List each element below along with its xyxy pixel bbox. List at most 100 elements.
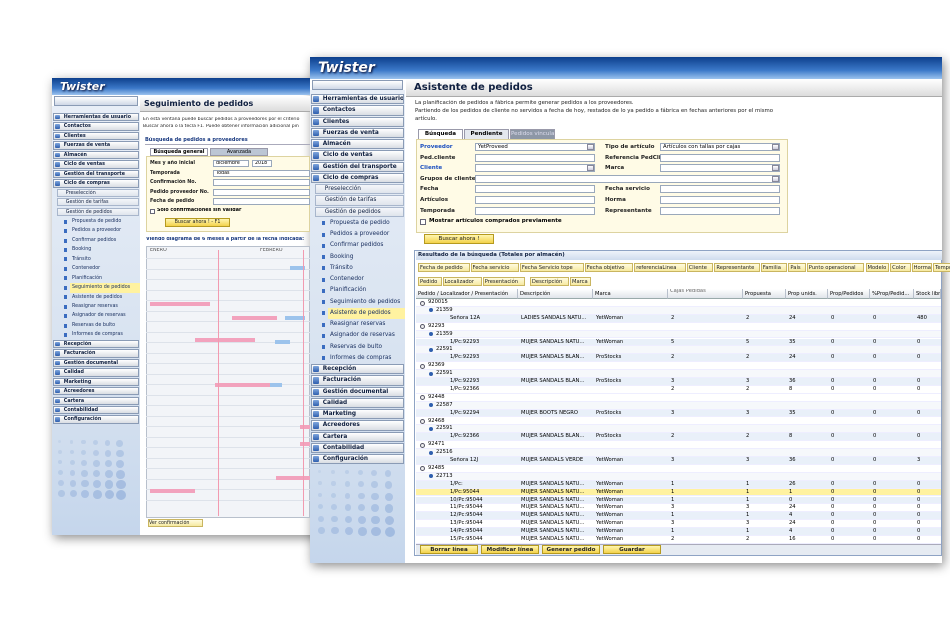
expand-icon[interactable] [420,466,425,472]
column-chip[interactable]: País [788,263,806,272]
button[interactable]: Borrar línea [420,545,478,554]
input-button[interactable] [772,165,779,172]
input-button[interactable] [772,144,779,150]
nav-item[interactable]: Almacén [311,139,404,150]
group-chip[interactable]: Marca [570,277,591,286]
column-chip[interactable]: Temporada [933,263,950,272]
expand-icon[interactable] [420,300,425,306]
nav-leaf[interactable]: Contenedor [72,266,101,272]
group-chip[interactable]: Localizador [442,277,482,286]
nav-item[interactable]: Ciclo de compras [311,172,404,183]
nav-leaf[interactable]: Booking [72,247,92,253]
input[interactable] [213,198,310,205]
nav-subitem[interactable]: Gestión de tarifas [315,195,404,206]
nav-item[interactable]: Fuerzas de venta [53,141,139,150]
nav-leaf[interactable]: Propuesta de pedido [330,219,390,226]
nav-leaf[interactable]: Reasignar reservas [330,321,386,327]
nav-leaf[interactable]: Booking [330,253,354,260]
button[interactable]: Ver confirmación [148,519,203,527]
column-chip[interactable]: Fecha Servicio tope [519,263,584,272]
nav-leaf[interactable]: Reasignar reservas [72,304,118,309]
tab[interactable]: Pendiente [464,129,509,139]
nav-item[interactable]: Acreedores [53,387,139,396]
nav-item[interactable]: Calidad [311,397,404,408]
nav-subitem[interactable]: Gestión de pedidos [315,206,404,217]
nav-leaf[interactable]: Pedidos a proveedor [72,228,122,234]
nav-item[interactable]: Marketing [53,377,139,387]
expand-icon[interactable] [420,395,425,401]
nav-subitem[interactable]: Gestión de pedidos [57,207,139,216]
nav-item[interactable]: Gestión del transporte [311,161,404,172]
input[interactable] [660,185,780,194]
nav-item[interactable]: Fuerzas de venta [311,127,404,138]
nav-leaf[interactable]: Tránsito [72,256,91,262]
input[interactable]: Artículos con tallas por cajas [660,143,780,151]
input[interactable] [660,196,780,204]
input[interactable] [213,188,310,196]
nav-leaf[interactable]: Asignador de reservas [330,332,395,339]
tab[interactable]: Pedidos vinculados [510,129,555,139]
nav-item[interactable]: Contactos [53,122,139,131]
nav-item[interactable]: Cartera [53,396,139,405]
checkbox[interactable] [150,209,155,214]
nav-leaf[interactable]: Planificación [330,287,367,294]
nav-item[interactable]: Facturación [53,349,139,358]
tab[interactable]: Búsqueda [418,129,463,139]
nav-leaf[interactable]: Planificación [72,275,103,281]
expand-icon[interactable] [420,419,425,424]
nav-item[interactable]: Ciclo de ventas [311,150,404,161]
nav-item[interactable]: Recepción [311,364,404,375]
column-chip[interactable]: Fecha servicio [470,263,519,272]
input[interactable] [475,153,595,162]
select[interactable]: diciembre [213,160,249,167]
nav-leaf[interactable]: Pedidos a proveedor [330,231,390,237]
nav-item[interactable]: Almacén [53,150,139,160]
select[interactable]: 2018 [252,160,272,167]
nav-leaf[interactable]: Confirmar pedidos [330,242,384,249]
column-chip[interactable]: Fecha de pedido [418,263,470,272]
button[interactable]: Buscar ahora ! [424,234,494,244]
input[interactable] [660,206,780,215]
nav-leaf[interactable]: Asistente de pedidos [72,294,123,300]
nav-subitem[interactable]: Preselección [315,184,404,195]
input-button[interactable] [587,144,594,150]
nav-leaf[interactable]: Asistente de pedidos [328,307,405,319]
nav-item[interactable]: Contabilidad [53,405,139,415]
nav-item[interactable]: Contabilidad [311,442,404,453]
input[interactable] [475,185,595,194]
nav-leaf[interactable]: Seguimiento de pedidos [330,298,401,305]
expand-icon[interactable] [420,442,425,448]
input[interactable] [660,164,780,173]
input[interactable] [475,206,595,215]
nav-subitem[interactable]: Gestión de tarifas [57,198,139,207]
nav-item[interactable]: Clientes [311,116,404,127]
button[interactable]: Buscar ahora ! - F1 [165,218,230,227]
button[interactable]: Guardar [603,545,661,554]
column-chip[interactable]: referenciaLinea [634,263,686,272]
nav-leaf[interactable]: Propuesta de pedido [72,218,122,224]
nav-item[interactable]: Configuración [311,454,404,465]
expand-icon[interactable] [420,363,425,369]
nav-item[interactable]: Acreedores [311,420,404,431]
column-chip[interactable]: Familia [760,263,788,272]
nav-leaf[interactable]: Reservas de bulto [72,322,116,328]
nav-leaf[interactable]: Contenedor [330,276,364,282]
button[interactable]: Generar pedido [542,545,600,554]
nav-subitem[interactable]: Preselección [57,188,139,198]
nav-leaf[interactable]: Informes de compras [72,332,123,338]
column-chip[interactable]: Punto operacional [806,263,865,272]
input-button[interactable] [587,165,594,172]
nav-item[interactable]: Facturación [311,375,404,386]
input[interactable]: Todas [213,169,310,177]
tab[interactable]: Avanzada [210,148,268,156]
group-chip[interactable]: Descripción [529,277,569,286]
nav-item[interactable]: Contactos [311,105,404,116]
column-chip[interactable]: Cliente [686,263,714,272]
nav-item[interactable]: Herramientas de usuario [311,94,404,105]
input[interactable]: YetProveed [475,143,595,151]
nav-leaf[interactable]: Informes de compras [330,354,392,361]
group-chip[interactable]: Pedido [418,277,442,286]
nav-leaf[interactable]: Asignador de reservas [72,313,126,319]
nav-item[interactable]: Gestión del transporte [53,169,139,179]
input[interactable] [475,196,595,204]
